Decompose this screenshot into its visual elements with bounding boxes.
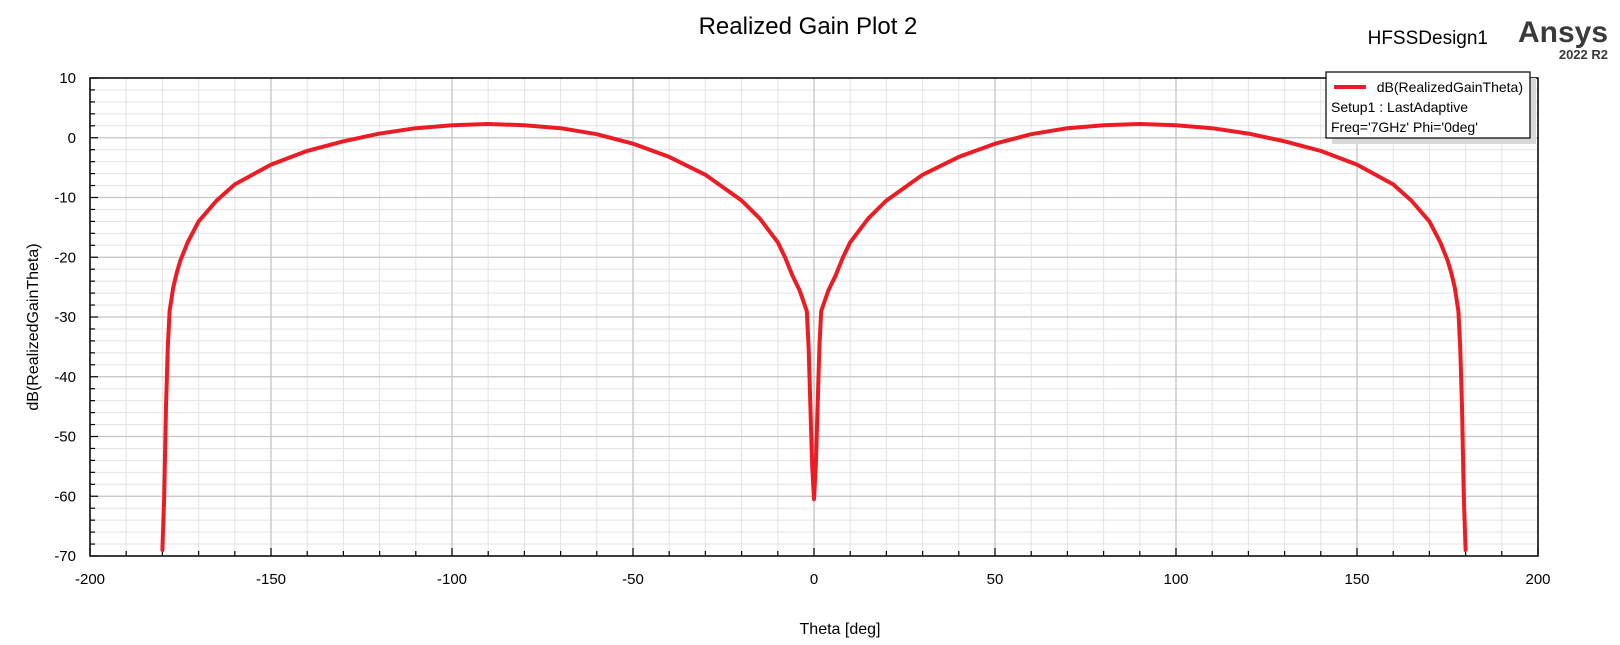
y-tick-labels: 10 0 -10 -20 -30 -40 -50 -60 -70: [54, 70, 76, 565]
x-axis-label: Theta [deg]: [800, 621, 881, 638]
x-tick-label: 150: [1344, 571, 1369, 588]
y-tick-label: -50: [54, 429, 76, 446]
y-tick-label: -10: [54, 190, 76, 207]
x-tick-label: 0: [810, 571, 818, 588]
legend[interactable]: dB(RealizedGainTheta) Setup1 : LastAdapt…: [1325, 71, 1536, 144]
y-tick-label: -70: [54, 548, 76, 565]
x-tick-label: -100: [437, 571, 467, 588]
legend-setup: Setup1 : LastAdaptive: [1331, 99, 1468, 115]
legend-box: [1325, 71, 1531, 139]
y-tick-label: -60: [54, 488, 76, 505]
series-line-realized-gain-theta: [160, 122, 1468, 552]
x-tick-label: 100: [1163, 571, 1188, 588]
x-tick-label: -200: [75, 571, 105, 588]
x-tick-label: -50: [622, 571, 644, 588]
chart-title: Realized Gain Plot 2: [699, 13, 918, 40]
axis-ticks: [89, 77, 1539, 557]
ansys-logo: Ansys: [1518, 16, 1608, 49]
x-tick-labels: -200 -150 -100 -50 0 50 100 150 200: [75, 571, 1551, 588]
x-tick-label: 50: [987, 571, 1004, 588]
x-tick-label: 200: [1525, 571, 1550, 588]
y-tick-label: -20: [54, 249, 76, 266]
legend-freq: Freq='7GHz' Phi='0deg': [1331, 119, 1478, 135]
y-axis-label: dB(RealizedGainTheta): [25, 243, 42, 410]
y-tick-label: 10: [59, 70, 76, 87]
x-tick-label: -150: [256, 571, 286, 588]
y-tick-label: -40: [54, 369, 76, 386]
y-tick-label: 0: [68, 130, 76, 147]
y-tick-label: -30: [54, 309, 76, 326]
version-label: 2022 R2: [1559, 47, 1608, 62]
legend-entry: dB(RealizedGainTheta): [1377, 79, 1523, 95]
design-name: HFSSDesign1: [1368, 28, 1488, 49]
series-layer: [160, 122, 1468, 552]
